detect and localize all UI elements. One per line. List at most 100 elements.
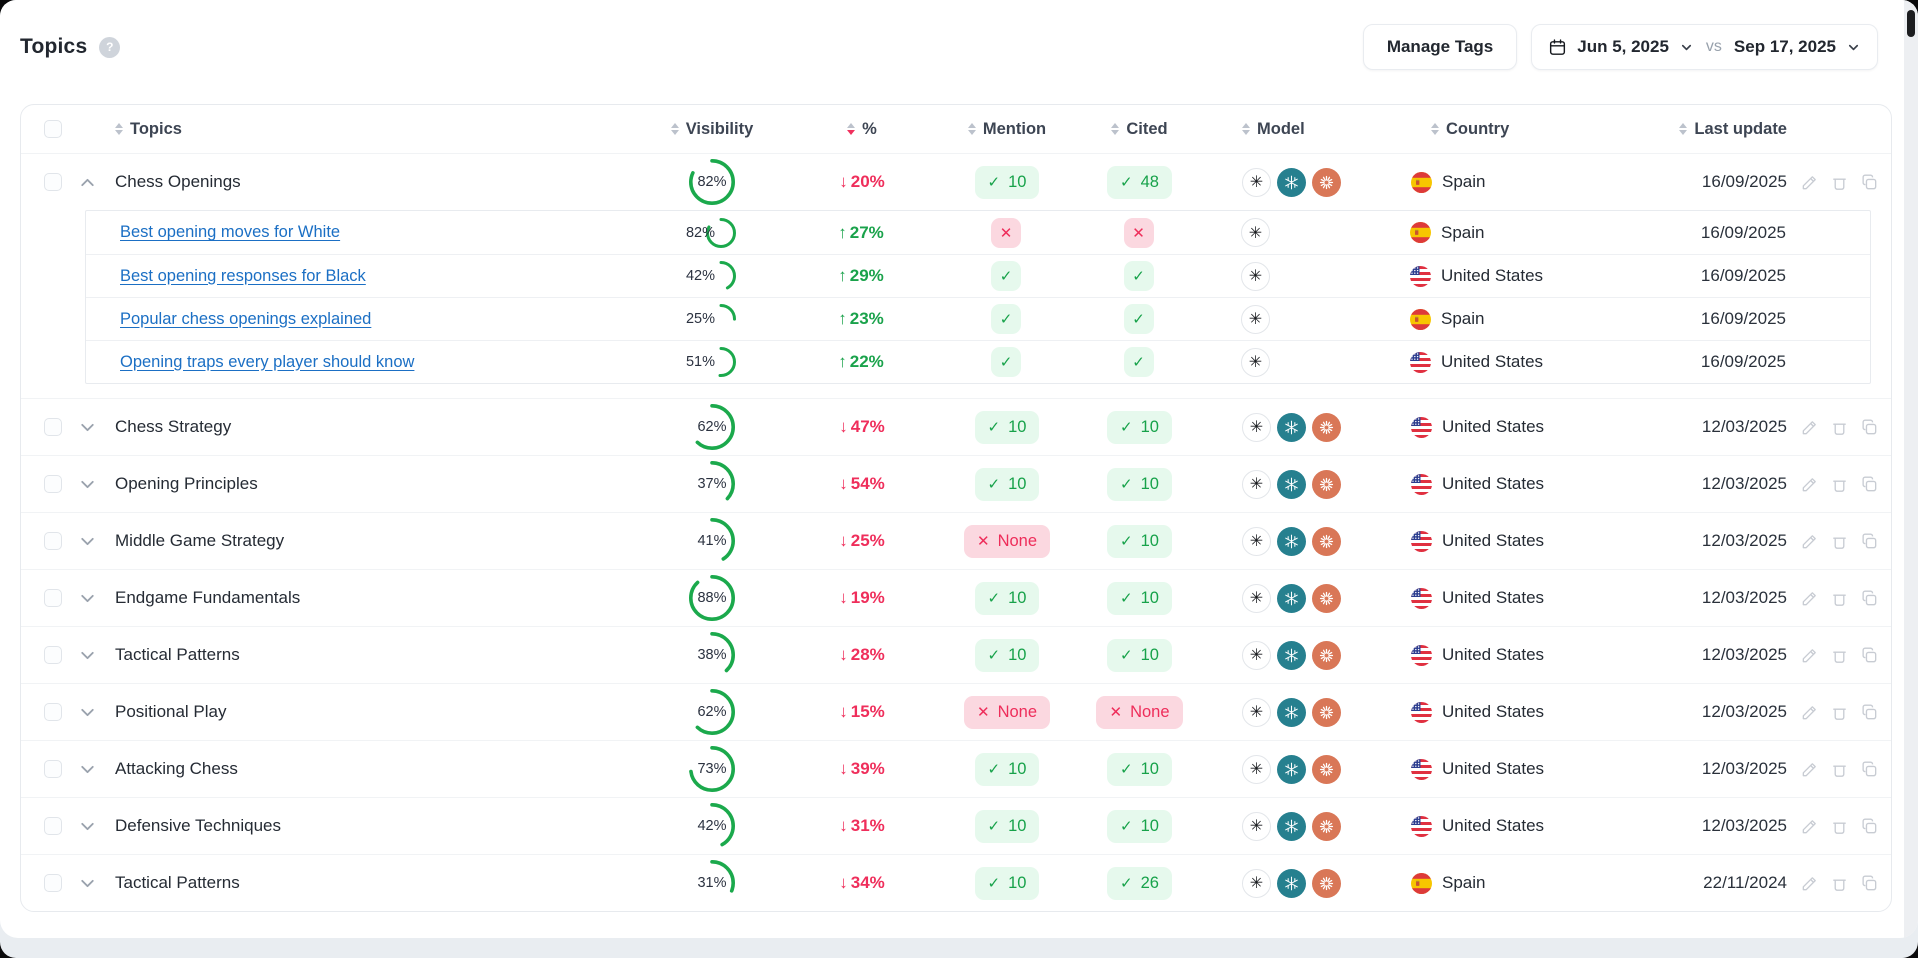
arrow-down-icon: ↓ (839, 417, 848, 436)
row-checkbox[interactable] (44, 760, 62, 778)
claude-model-icon (1312, 469, 1341, 499)
last-update-date: 12/03/2025 (1701, 531, 1787, 550)
model-icons: ✳ (1201, 218, 1386, 247)
duplicate-icon[interactable] (1860, 646, 1879, 665)
row-checkbox[interactable] (44, 173, 62, 191)
duplicate-icon[interactable] (1860, 589, 1879, 608)
delete-icon[interactable] (1830, 589, 1849, 608)
delete-icon[interactable] (1830, 646, 1849, 665)
chevron-up-icon[interactable] (77, 172, 98, 193)
last-update-date: 16/09/2025 (1701, 172, 1787, 191)
row-checkbox[interactable] (44, 532, 62, 550)
chevron-down-icon[interactable] (77, 816, 98, 837)
header-country[interactable]: Country (1387, 120, 1617, 139)
scrollbar-thumb[interactable] (1907, 10, 1915, 37)
edit-icon[interactable] (1800, 703, 1819, 722)
row-checkbox[interactable] (44, 874, 62, 892)
visibility-ring: 73% (689, 746, 735, 792)
duplicate-icon[interactable] (1860, 817, 1879, 836)
row-checkbox[interactable] (44, 646, 62, 664)
header-topics[interactable]: Topics (115, 120, 637, 139)
edit-icon[interactable] (1800, 874, 1819, 893)
delete-icon[interactable] (1830, 703, 1849, 722)
scrollbar-track[interactable] (1904, 0, 1918, 938)
table-header-row: Topics Visibility % Mention Cited Model … (21, 105, 1891, 153)
spain-flag-icon (1411, 171, 1432, 193)
select-all-checkbox[interactable] (44, 120, 62, 138)
topic-name: Tactical Patterns (115, 873, 240, 892)
header-visibility[interactable]: Visibility (637, 120, 787, 139)
visibility-ring: 62% (689, 404, 735, 450)
model-icons: ✳ (1201, 304, 1386, 334)
edit-icon[interactable] (1800, 475, 1819, 494)
header-model[interactable]: Model (1202, 120, 1387, 139)
chevron-down-icon[interactable] (77, 645, 98, 666)
duplicate-icon[interactable] (1860, 532, 1879, 551)
header-cited[interactable]: Cited (1077, 120, 1202, 139)
model-icons: ✳ (1202, 754, 1387, 784)
edit-icon[interactable] (1800, 173, 1819, 192)
country-name: United States (1442, 759, 1545, 778)
check-icon: ✓ (987, 590, 1001, 607)
row-checkbox[interactable] (44, 703, 62, 721)
edit-icon[interactable] (1800, 760, 1819, 779)
duplicate-icon[interactable] (1860, 703, 1879, 722)
header-last-update[interactable]: Last update (1617, 120, 1787, 139)
row-checkbox[interactable] (44, 418, 62, 436)
subtopic-link[interactable]: Opening traps every player should know (120, 352, 415, 371)
change-value: ↓ 34% (839, 873, 885, 892)
subtopic-link[interactable]: Best opening moves for White (120, 223, 341, 241)
delete-icon[interactable] (1830, 817, 1849, 836)
chevron-down-icon[interactable] (77, 531, 98, 552)
header-percent[interactable]: % (787, 120, 937, 139)
help-icon[interactable]: ? (99, 36, 121, 58)
duplicate-icon[interactable] (1860, 760, 1879, 779)
delete-icon[interactable] (1830, 532, 1849, 551)
chevron-down-icon[interactable] (77, 702, 98, 723)
row-checkbox[interactable] (44, 475, 62, 493)
chevron-down-icon[interactable] (77, 474, 98, 495)
subtopic-link[interactable]: Popular chess openings explained (120, 309, 372, 328)
us-flag-icon (1411, 701, 1432, 723)
check-icon: ✓ (987, 419, 1001, 436)
edit-icon[interactable] (1800, 646, 1819, 665)
chevron-down-icon[interactable] (77, 873, 98, 894)
table-row: Chess Openings 82% ↓ 20% ✓ 10 ✓ 48 ✳ Spain … (21, 153, 1891, 210)
chevron-down-icon[interactable] (77, 759, 98, 780)
subtopic-link[interactable]: Best opening responses for Black (120, 266, 366, 285)
duplicate-icon[interactable] (1860, 475, 1879, 494)
arrow-down-icon: ↓ (839, 645, 848, 664)
perplexity-model-icon (1277, 412, 1306, 442)
spain-flag-icon (1410, 222, 1431, 243)
duplicate-icon[interactable] (1860, 173, 1879, 192)
chevron-down-icon[interactable] (77, 588, 98, 609)
delete-icon[interactable] (1830, 874, 1849, 893)
check-icon: ✓ (1120, 419, 1133, 436)
table-row: Attacking Chess 73% ↓ 39% ✓ 10 ✓ 10 ✳ Unite… (21, 740, 1891, 797)
row-checkbox[interactable] (44, 589, 62, 607)
date-start-value[interactable]: Jun 5, 2025 (1577, 37, 1669, 56)
check-icon: ✓ (987, 647, 1001, 664)
edit-icon[interactable] (1800, 589, 1819, 608)
mention-status: ✓ 10 (974, 752, 1040, 786)
edit-icon[interactable] (1800, 418, 1819, 437)
row-actions (1787, 418, 1891, 437)
topic-name: Chess Openings (115, 172, 241, 191)
manage-tags-button[interactable]: Manage Tags (1362, 24, 1518, 70)
edit-icon[interactable] (1800, 817, 1819, 836)
us-flag-icon (1411, 644, 1432, 666)
row-checkbox[interactable] (44, 817, 62, 835)
delete-icon[interactable] (1830, 475, 1849, 494)
delete-icon[interactable] (1830, 418, 1849, 437)
delete-icon[interactable] (1830, 173, 1849, 192)
visibility-ring: 38% (689, 632, 735, 678)
duplicate-icon[interactable] (1860, 874, 1879, 893)
delete-icon[interactable] (1830, 760, 1849, 779)
date-end-value[interactable]: Sep 17, 2025 (1733, 37, 1836, 56)
last-update-date: 12/03/2025 (1701, 417, 1787, 436)
header-mention[interactable]: Mention (937, 120, 1077, 139)
chevron-down-icon[interactable] (77, 417, 98, 438)
duplicate-icon[interactable] (1860, 418, 1879, 437)
edit-icon[interactable] (1800, 532, 1819, 551)
date-range-picker[interactable]: Jun 5, 2025 vs Sep 17, 2025 (1531, 24, 1878, 70)
